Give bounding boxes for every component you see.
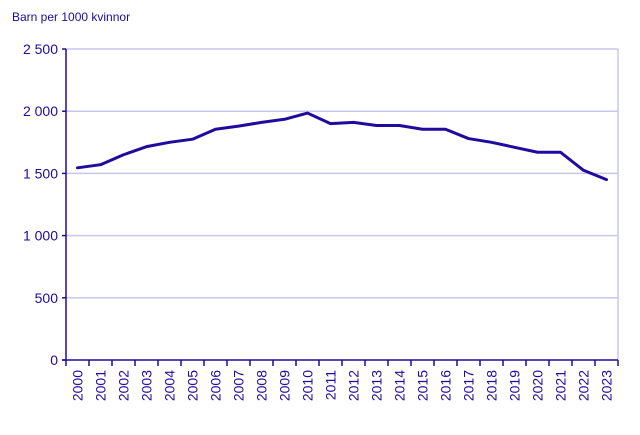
x-tick-label: 2008 bbox=[254, 370, 270, 401]
y-tick-label: 0 bbox=[50, 352, 58, 368]
data-point bbox=[559, 151, 562, 154]
y-tick-label: 2 500 bbox=[23, 41, 58, 57]
data-point bbox=[99, 163, 102, 166]
data-point bbox=[536, 151, 539, 154]
y-tick-label: 500 bbox=[35, 290, 59, 306]
x-tick-label: 2016 bbox=[438, 370, 454, 401]
x-tick-label: 2004 bbox=[162, 370, 178, 401]
y-tick-label: 1 000 bbox=[23, 228, 58, 244]
x-tick-label: 2021 bbox=[553, 370, 569, 401]
data-point bbox=[375, 124, 378, 127]
x-tick-label: 2006 bbox=[208, 370, 224, 401]
x-tick-label: 2013 bbox=[369, 370, 385, 401]
x-tick-label: 2018 bbox=[484, 370, 500, 401]
x-tick-label: 2011 bbox=[323, 370, 339, 400]
x-tick-label: 2012 bbox=[346, 370, 362, 401]
y-tick-labels: 0 500 1 000 1 500 2 000 2 500 bbox=[23, 41, 58, 368]
data-point bbox=[513, 146, 516, 149]
x-tick-label: 2001 bbox=[93, 370, 109, 401]
data-point bbox=[306, 111, 309, 115]
x-tick-label: 2007 bbox=[231, 370, 247, 401]
y-tick-label: 1 500 bbox=[23, 165, 58, 181]
x-tick-label: 2000 bbox=[70, 370, 86, 401]
axes bbox=[62, 48, 619, 366]
data-point bbox=[76, 166, 79, 170]
data-point bbox=[582, 169, 585, 172]
x-tick-label: 2002 bbox=[116, 370, 132, 401]
x-tick-label: 2005 bbox=[185, 370, 201, 401]
data-point bbox=[237, 124, 240, 128]
data-point bbox=[168, 141, 171, 144]
y-tick-label: 2 000 bbox=[23, 103, 58, 119]
x-tick-label: 2023 bbox=[599, 370, 615, 401]
x-tick-labels: 2000 2001 2002 2003 2004 2005 2006 2007 2008 2009… bbox=[70, 370, 615, 401]
data-point bbox=[605, 178, 608, 181]
x-tick-label: 2017 bbox=[461, 370, 477, 401]
data-point bbox=[421, 128, 424, 131]
series-line bbox=[76, 111, 608, 182]
x-tick-label: 2019 bbox=[507, 370, 523, 401]
data-point bbox=[145, 145, 148, 148]
data-point bbox=[398, 124, 401, 127]
data-point bbox=[260, 121, 263, 124]
data-point bbox=[490, 141, 493, 144]
x-tick-label: 2003 bbox=[139, 370, 155, 401]
x-tick-label: 2015 bbox=[415, 370, 431, 401]
data-point bbox=[352, 121, 355, 124]
data-point bbox=[214, 128, 217, 131]
y-axis-title: Barn per 1000 kvinnor bbox=[12, 10, 130, 24]
x-tick-label: 2022 bbox=[576, 370, 592, 401]
gridlines bbox=[66, 48, 619, 360]
data-point bbox=[329, 122, 332, 125]
x-tick-label: 2010 bbox=[300, 370, 316, 401]
data-point bbox=[283, 118, 286, 121]
data-point bbox=[467, 137, 470, 140]
data-point bbox=[444, 128, 447, 131]
series-layer bbox=[76, 111, 608, 182]
x-tick-label: 2014 bbox=[392, 370, 408, 401]
data-point bbox=[191, 137, 194, 141]
x-tick-label: 2020 bbox=[530, 370, 546, 401]
data-point bbox=[122, 153, 125, 156]
x-tick-label: 2009 bbox=[277, 370, 293, 401]
